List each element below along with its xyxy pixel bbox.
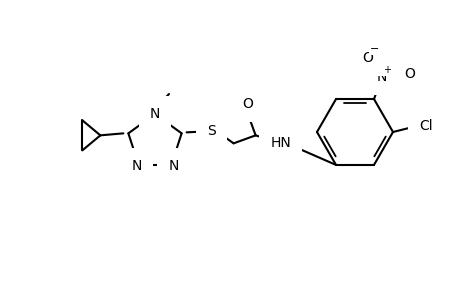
Text: O: O bbox=[362, 51, 373, 65]
Text: O: O bbox=[242, 97, 252, 111]
Text: O: O bbox=[403, 67, 414, 81]
Text: HN: HN bbox=[270, 136, 291, 150]
Text: S: S bbox=[207, 124, 216, 138]
Text: +: + bbox=[382, 65, 390, 75]
Text: −: − bbox=[369, 44, 379, 54]
Text: N: N bbox=[376, 70, 386, 84]
Text: N: N bbox=[131, 159, 141, 173]
Text: Cl: Cl bbox=[418, 119, 432, 133]
Text: N: N bbox=[150, 107, 160, 121]
Text: N: N bbox=[168, 159, 178, 173]
